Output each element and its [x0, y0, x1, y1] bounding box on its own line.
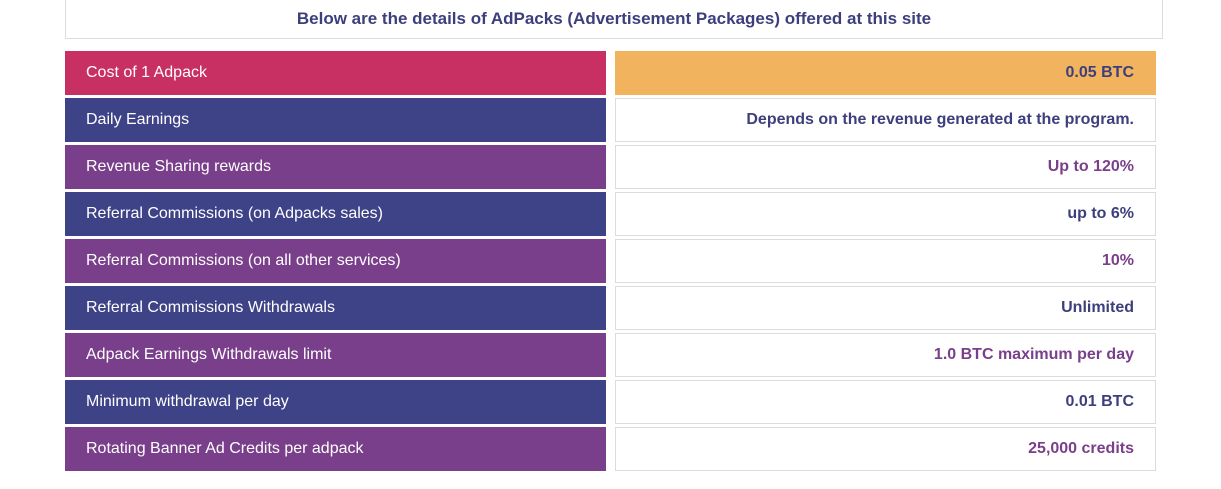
- table-row: Adpack Earnings Withdrawals limit 1.0 BT…: [65, 333, 1157, 377]
- row-label: Referral Commissions Withdrawals: [65, 286, 606, 330]
- row-value: 25,000 credits: [615, 427, 1156, 471]
- table-row: Cost of 1 Adpack 0.05 BTC: [65, 51, 1157, 95]
- row-label: Revenue Sharing rewards: [65, 145, 606, 189]
- row-value: 10%: [615, 239, 1156, 283]
- row-value: Depends on the revenue generated at the …: [615, 98, 1156, 142]
- table-row: Minimum withdrawal per day 0.01 BTC: [65, 380, 1157, 424]
- row-value: 1.0 BTC maximum per day: [615, 333, 1156, 377]
- row-label: Adpack Earnings Withdrawals limit: [65, 333, 606, 377]
- row-label: Minimum withdrawal per day: [65, 380, 606, 424]
- row-value: Unlimited: [615, 286, 1156, 330]
- row-label: Referral Commissions (on Adpacks sales): [65, 192, 606, 236]
- table-row: Referral Commissions (on all other servi…: [65, 239, 1157, 283]
- table-row: Referral Commissions (on Adpacks sales) …: [65, 192, 1157, 236]
- page-title: Below are the details of AdPacks (Advert…: [65, 0, 1163, 39]
- page-title-text: Below are the details of AdPacks (Advert…: [296, 8, 932, 28]
- row-value: Up to 120%: [615, 145, 1156, 189]
- adpack-details-table: Cost of 1 Adpack 0.05 BTC Daily Earnings…: [65, 51, 1157, 474]
- row-value: 0.05 BTC: [615, 51, 1156, 95]
- row-label: Referral Commissions (on all other servi…: [65, 239, 606, 283]
- table-row: Referral Commissions Withdrawals Unlimit…: [65, 286, 1157, 330]
- row-label: Daily Earnings: [65, 98, 606, 142]
- row-label: Rotating Banner Ad Credits per adpack: [65, 427, 606, 471]
- table-row: Revenue Sharing rewards Up to 120%: [65, 145, 1157, 189]
- row-value: up to 6%: [615, 192, 1156, 236]
- table-row: Daily Earnings Depends on the revenue ge…: [65, 98, 1157, 142]
- row-label: Cost of 1 Adpack: [65, 51, 606, 95]
- row-value: 0.01 BTC: [615, 380, 1156, 424]
- table-row: Rotating Banner Ad Credits per adpack 25…: [65, 427, 1157, 471]
